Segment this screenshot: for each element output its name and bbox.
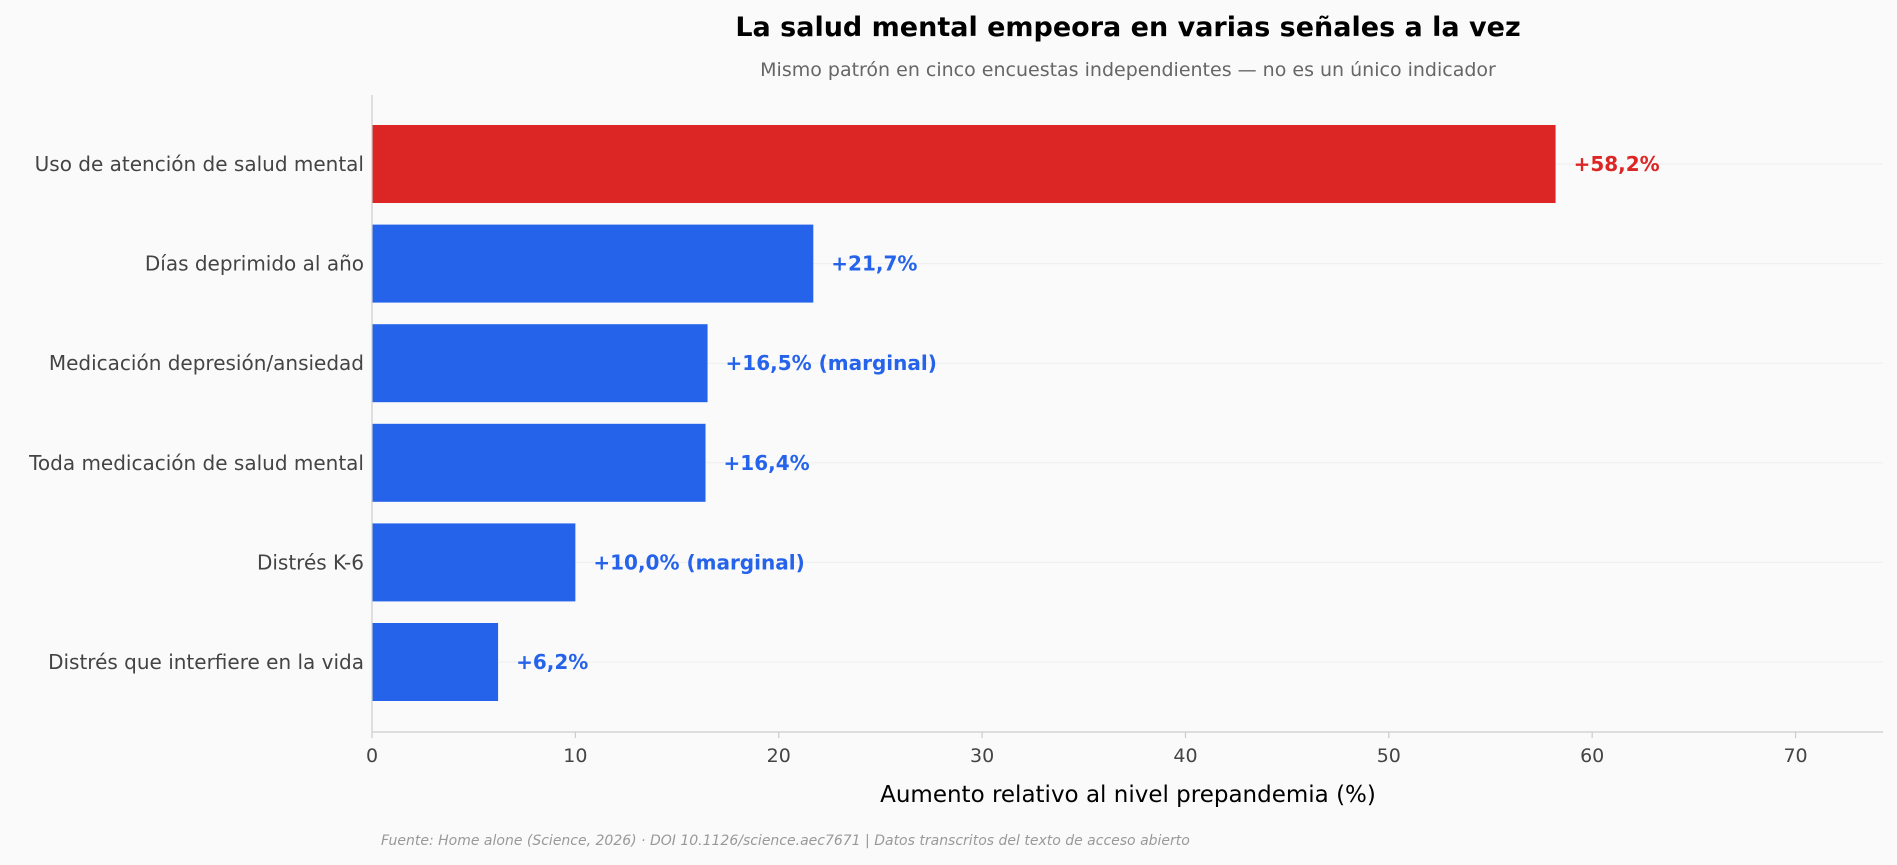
- x-tick-label: 0: [366, 745, 378, 767]
- category-label: Distrés que interfiere en la vida: [48, 650, 364, 674]
- bar: [372, 324, 708, 403]
- bars: [372, 125, 1556, 701]
- chart-subtitle: Mismo patrón en cinco encuestas independ…: [760, 59, 1496, 81]
- category-label: Uso de atención de salud mental: [35, 152, 364, 176]
- x-tick-label: 30: [970, 745, 994, 767]
- source-note: Fuente: Home alone (Science, 2026) · DOI…: [381, 833, 1190, 849]
- x-tick-label: 10: [563, 745, 587, 767]
- x-tick-label: 20: [767, 745, 791, 767]
- bar: [372, 125, 1556, 203]
- data-label: +16,4%: [724, 451, 810, 475]
- category-labels: Uso de atención de salud mental Días depr…: [28, 152, 364, 674]
- category-label: Medicación depresión/ansiedad: [49, 351, 364, 375]
- chart-title: La salud mental empeora en varias señale…: [735, 12, 1520, 43]
- data-labels: +58,2% +21,7% +16,5% (marginal) +16,4% +10,0…: [516, 152, 1660, 674]
- bar: [372, 224, 814, 303]
- x-tick-label: 60: [1580, 745, 1604, 767]
- data-label: +58,2%: [1574, 152, 1660, 176]
- x-tick-label: 50: [1377, 745, 1401, 767]
- x-tick-label: 40: [1173, 745, 1197, 767]
- bar: [372, 623, 499, 701]
- bar: [372, 523, 576, 602]
- x-axis-ticks: 0 10 20 30 40 50 60 70: [366, 732, 1808, 767]
- data-label: +10,0% (marginal): [593, 550, 804, 574]
- category-label: Días deprimido al año: [145, 252, 364, 276]
- data-label: +6,2%: [516, 650, 588, 674]
- data-label: +16,5% (marginal): [726, 351, 937, 375]
- x-axis-label: Aumento relativo al nivel prepandemia (%…: [880, 782, 1376, 808]
- data-label: +21,7%: [831, 252, 917, 276]
- category-label: Distrés K-6: [257, 550, 364, 574]
- category-label: Toda medicación de salud mental: [28, 451, 364, 475]
- x-tick-label: 70: [1783, 745, 1807, 767]
- bar: [372, 423, 706, 502]
